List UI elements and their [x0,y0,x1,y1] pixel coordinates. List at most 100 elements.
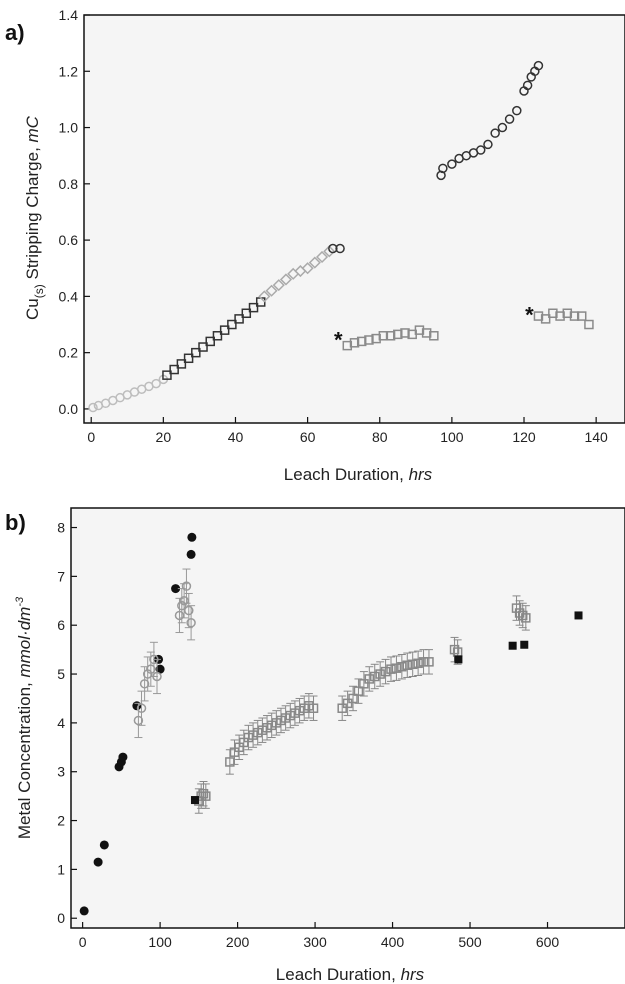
data-point [205,336,215,347]
data-point [335,243,345,254]
data-point [490,128,500,138]
data-point [139,679,150,689]
data-point [142,669,153,679]
data-point [241,308,252,319]
data-point [511,603,522,613]
data-point [421,328,432,338]
data-point [212,331,223,341]
y-tick-label: 6 [57,617,65,633]
data-marks-a: ** [88,60,594,413]
data-point [447,159,457,169]
plot-area-b [70,507,625,929]
x-tick-label: 300 [303,934,327,950]
x-tick-label: 400 [381,934,405,950]
y-tick-label: 1.0 [59,120,79,136]
data-point [308,256,321,269]
panel-label-b: b) [5,510,26,535]
data-point [79,906,89,916]
data-point [438,163,448,174]
data-point [385,331,396,341]
data-point [475,145,486,155]
data-point [584,319,594,330]
x-tick-label: 40 [228,429,244,445]
chart-panel-b: b) 0 100 200 300 400 500 600 0 1 2 3 4 5 6 7 8 Leach Du… [5,507,625,984]
data-point [272,279,285,292]
data-point [512,105,522,116]
y-tick-label: 8 [57,520,65,536]
data-point [533,311,544,321]
data-point [118,752,128,762]
data-point [323,245,336,258]
data-point [174,610,185,621]
y-axis-label-a: Cu(s) Stripping Charge, mC [23,115,46,320]
plot-area-a [83,14,625,424]
data-point [418,657,429,667]
data-point [555,311,565,321]
data-point [378,331,389,341]
data-point [301,262,314,275]
data-point [308,703,319,713]
data-point [258,290,271,303]
data-point [99,840,109,850]
data-point [342,698,353,709]
data-point [574,611,583,620]
y-tick-label: 1.4 [59,7,79,23]
data-point [402,660,413,671]
data-point [265,284,278,297]
data-point [348,693,358,704]
y-tick-label: 2 [57,813,65,829]
data-point [136,703,147,713]
y-tick-label: 1 [57,861,65,877]
data-point [353,686,364,696]
data-point [88,402,98,413]
data-point [569,311,580,321]
x-tick-label: 80 [372,429,388,445]
x-tick-label: 140 [584,429,608,445]
data-point [186,618,196,628]
data-point [449,644,460,655]
x-axis-label-a: Leach Duration, hrs [284,465,433,484]
data-point [548,308,558,319]
annotation-asterisk: * [525,302,534,327]
axis-ticks-b: 0 100 200 300 400 500 600 0 1 2 3 4 5 6 7 8 [57,520,559,950]
data-point [198,342,208,352]
data-point [171,584,181,594]
data-point [359,679,369,689]
data-point [364,674,375,684]
data-point [186,549,196,559]
data-point [315,250,329,264]
x-tick-label: 0 [87,429,95,445]
data-point [576,311,587,321]
data-point [517,610,528,621]
axis-ticks-a: 0 20 40 60 80 100 120 140 0.0 0.2 0.4 0.6 0.8 1.0 1.2 1… [59,7,609,445]
data-point [183,353,194,364]
data-point [429,331,439,341]
data-point [201,791,211,801]
data-point [225,757,235,767]
data-point [386,664,396,674]
y-tick-label: 1.2 [59,63,79,79]
data-point [169,364,179,375]
data-point [483,139,493,150]
data-point [219,325,230,335]
data-point [454,655,463,664]
data-point [176,359,187,369]
data-point [155,664,165,674]
data-point [342,340,353,351]
data-point [369,671,380,682]
data-point [562,308,573,319]
data-point [146,664,156,674]
data-point [520,640,529,649]
data-point [514,608,525,618]
data-point [380,666,391,677]
y-tick-label: 0.8 [59,176,79,192]
y-tick-label: 7 [57,568,65,584]
data-point [133,715,144,726]
annotation-asterisk: * [334,328,343,353]
x-tick-label: 500 [458,934,482,950]
y-tick-label: 0.0 [59,401,79,417]
y-tick-label: 0 [57,910,65,926]
x-tick-label: 60 [300,429,316,445]
data-point [391,663,402,673]
